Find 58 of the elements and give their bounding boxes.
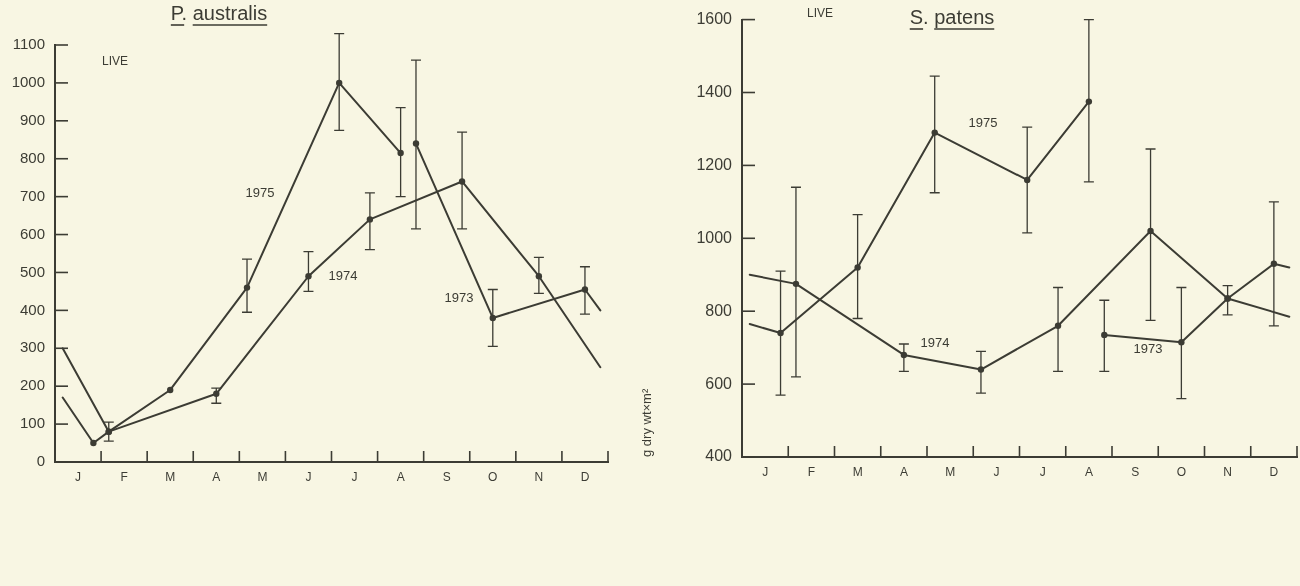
x-tick-label: D [580,469,590,484]
x-tick-label: F [807,464,816,479]
series-label: 1973 [444,289,474,305]
y-tick-label: 600 [19,224,45,242]
y-tick-label: 1100 [12,35,45,53]
x-tick-label: J [305,469,312,484]
x-tick-label: D [1269,464,1279,479]
x-tick-label: J [762,464,769,479]
y-tick-label: 600 [705,374,733,392]
series-label: 1975 [968,114,998,130]
y-tick-label: 900 [19,110,45,128]
x-tick-label: J [1039,464,1046,479]
x-tick-label: N [1223,464,1232,479]
y-tick-label: 1000 [696,228,733,246]
x-tick-label: M [852,464,863,479]
y-tick-label: 1000 [11,73,45,91]
x-tick-label: N [534,469,544,484]
x-tick-label: O [1176,464,1187,479]
y-axis-title: g dry wt×m² [639,388,655,457]
annotation: LIVE [806,6,834,21]
point [777,329,784,337]
x-tick-label: M [165,469,176,484]
x-tick-label: M [257,469,268,484]
x-tick-label: J [75,469,82,484]
y-tick-label: 1400 [696,82,733,100]
y-tick-label: 500 [19,262,45,280]
x-tick-label: A [396,469,405,484]
y-tick-label: 0 [36,452,45,470]
x-tick-label: A [1084,464,1093,479]
series-label: 1974 [328,267,358,283]
y-tick-label: 200 [19,376,45,394]
annotation: LIVE [101,54,129,69]
chart-title: P. australis [170,2,268,24]
x-tick-label: S [1131,464,1140,479]
x-tick-label: J [351,469,358,484]
y-tick-label: 800 [19,148,45,166]
point [167,386,174,394]
x-tick-label: F [120,469,128,484]
series-label: 1975 [245,184,275,200]
y-tick-label: 100 [19,414,45,432]
x-tick-label: M [945,464,956,479]
y-tick-label: 1600 [696,10,733,28]
point [397,149,404,157]
y-tick-label: 1200 [696,155,733,173]
y-tick-label: 400 [19,300,45,318]
x-tick-label: A [212,469,221,484]
y-tick-label: 800 [705,301,733,319]
y-tick-label: 400 [705,447,733,465]
series-label: 1974 [920,334,950,350]
x-tick-label: A [899,464,908,479]
x-tick-label: S [442,469,451,484]
chart-title: S. patens [909,6,995,28]
x-tick-label: O [488,469,498,484]
y-tick-label: 700 [19,186,45,204]
series-label: 1973 [1133,340,1163,356]
x-tick-label: J [993,464,1000,479]
point [90,439,97,447]
y-tick-label: 300 [19,338,45,356]
